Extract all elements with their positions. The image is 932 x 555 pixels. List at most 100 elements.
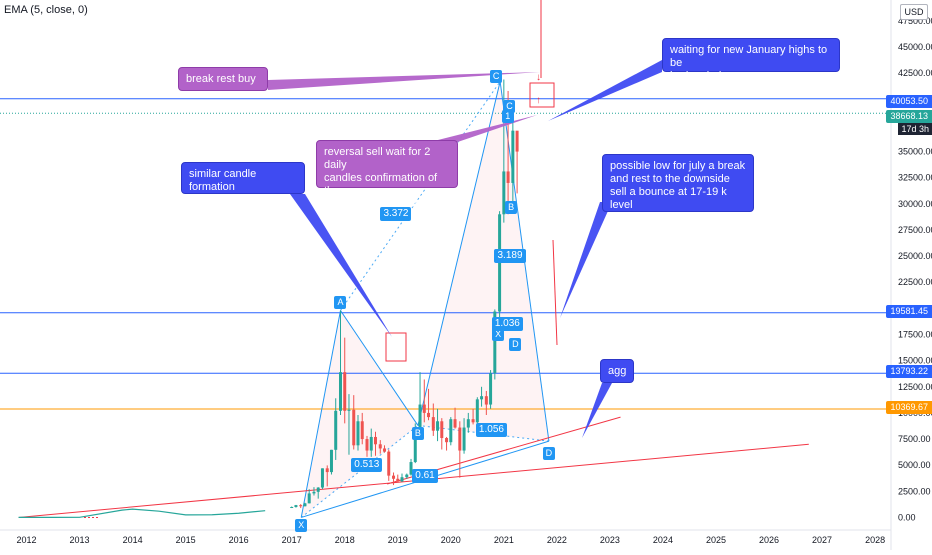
pointer-break-rest-buy xyxy=(268,72,540,90)
x-tick-label: 2024 xyxy=(653,535,673,545)
candle-body xyxy=(325,468,329,473)
harmonic-ratio-line xyxy=(340,81,501,311)
y-tick-label: 42500.00 xyxy=(898,68,932,78)
ratio-label: 0.61 xyxy=(412,468,438,483)
y-tick-label: 0.00 xyxy=(898,512,916,522)
harmonic-fill-bcd xyxy=(417,81,549,442)
x-tick-label: 2020 xyxy=(441,535,461,545)
candle-body xyxy=(352,409,356,446)
currency-button[interactable]: USD xyxy=(900,4,928,20)
x-tick-label: 2016 xyxy=(229,535,249,545)
y-tick-label: 7500.00 xyxy=(898,434,931,444)
callout-agg[interactable]: agg xyxy=(600,359,634,383)
callout-july-low[interactable]: possible low for july a break and rest t… xyxy=(602,154,754,224)
ratio-label: 3.189 xyxy=(494,249,526,264)
candle-body xyxy=(294,505,298,508)
point-1-secondary: 1 xyxy=(501,109,514,123)
y-tick-label: 12500.00 xyxy=(898,382,932,392)
y-tick-label: 17500.00 xyxy=(898,330,932,340)
candle-body xyxy=(480,396,484,400)
candle-body xyxy=(356,421,360,446)
candle-body xyxy=(471,419,475,423)
y-tick-label: 32500.00 xyxy=(898,173,932,183)
candle-body xyxy=(378,444,382,449)
y-tick-label: 22500.00 xyxy=(898,277,932,287)
candle-body xyxy=(418,404,422,429)
y-tick-label: 47500.00 xyxy=(898,16,932,26)
candle-body xyxy=(453,419,457,428)
callout-break-rest-buy[interactable]: break rest buy xyxy=(178,67,268,91)
y-tick-label: 5000.00 xyxy=(898,460,931,470)
callout-similar-candle[interactable]: similar candle formation xyxy=(181,162,305,194)
callout-january-highs[interactable]: waiting for new January highs to be brok… xyxy=(662,38,840,82)
x-tick-label: 2017 xyxy=(282,535,302,545)
x-tick-label: 2014 xyxy=(123,535,143,545)
point-d-secondary: D xyxy=(509,337,522,351)
candle-body xyxy=(511,130,515,183)
candle-body xyxy=(436,421,440,431)
ratio-label: 3.372 xyxy=(380,207,412,222)
candle-body xyxy=(392,475,396,479)
price-tag-13793: 13793.22 xyxy=(886,365,932,378)
candle-body xyxy=(338,372,342,411)
point-b-secondary: B xyxy=(505,201,518,215)
candle-body xyxy=(405,474,409,478)
y-tick-label: 27500.00 xyxy=(898,225,932,235)
candle-body xyxy=(489,373,493,405)
projection-line xyxy=(552,239,558,346)
candle-body xyxy=(440,421,444,439)
candle-body xyxy=(290,507,294,509)
x-tick-label: 2028 xyxy=(865,535,885,545)
point-b: B xyxy=(411,427,424,441)
y-tick-label: 15000.00 xyxy=(898,356,932,366)
price-axis-background xyxy=(891,0,932,550)
candle-body xyxy=(475,399,479,423)
candle-body xyxy=(383,448,387,452)
candle-body xyxy=(334,410,338,450)
pointer-agg xyxy=(582,383,612,438)
candle-body xyxy=(365,439,369,451)
x-tick-label: 2019 xyxy=(388,535,408,545)
pointer-similar-candle xyxy=(290,194,392,337)
candle-body xyxy=(400,477,404,482)
candle-body xyxy=(329,449,333,473)
pointer-reversal-sell xyxy=(430,115,537,148)
candle-body xyxy=(462,427,466,451)
price-tag-38668: 38668.13 xyxy=(886,110,932,123)
x-tick-label: 2018 xyxy=(335,535,355,545)
candle-body xyxy=(422,404,426,413)
candle-body xyxy=(409,462,413,475)
candle-body xyxy=(445,438,449,443)
callout-reversal-sell[interactable]: reversal sell wait for 2 daily candles c… xyxy=(316,140,458,210)
candle-body xyxy=(373,436,377,445)
ratio-label: 0.513 xyxy=(351,458,383,473)
ratio-label: 1.036 xyxy=(491,317,523,332)
candle-body xyxy=(387,451,391,476)
down-arrow: ↓ xyxy=(536,72,541,83)
highlight-box-c xyxy=(529,82,555,108)
candle-body xyxy=(307,493,311,504)
up-arrow: ↑ xyxy=(536,95,541,106)
candle-body xyxy=(493,311,497,374)
candle-body xyxy=(449,419,453,443)
plot-background xyxy=(0,0,891,530)
pointer-january-highs xyxy=(548,60,662,121)
candle-body xyxy=(466,419,470,428)
y-tick-label: 35000.00 xyxy=(898,147,932,157)
y-tick-label: 25000.00 xyxy=(898,251,932,261)
candle-body xyxy=(369,436,373,451)
indicator-label[interactable]: EMA (5, close, 0) xyxy=(4,4,88,16)
price-tag-10369: 10369.67 xyxy=(886,401,932,414)
point-x: X xyxy=(295,519,308,533)
countdown-timer: 17d 3h xyxy=(898,123,932,135)
candle-body xyxy=(303,503,307,507)
x-tick-label: 2026 xyxy=(759,535,779,545)
candle-body xyxy=(484,396,488,405)
harmonic-leg xyxy=(340,310,419,426)
y-tick-label: 2500.00 xyxy=(898,486,931,496)
candle-body xyxy=(316,487,320,492)
point-a: A xyxy=(334,296,347,310)
candle-body xyxy=(506,171,510,183)
